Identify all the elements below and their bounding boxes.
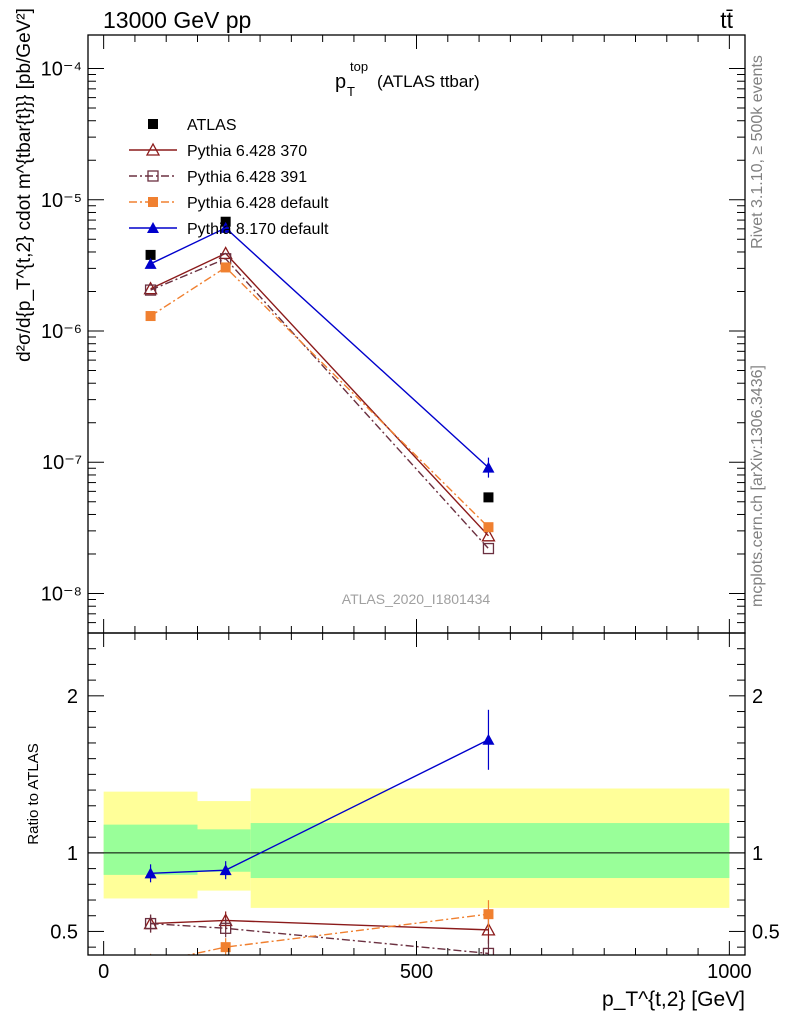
ratio-series-1 (143, 911, 496, 944)
ratio-series-2 (144, 914, 495, 955)
analysis-id: ATLAS_2020_I1801434 (342, 591, 491, 607)
legend-marker (147, 170, 159, 182)
x-tick-label: 500 (400, 961, 433, 983)
legend-entry: Pythia 6.428 370 (129, 142, 307, 160)
ratio-point (144, 867, 157, 879)
legend-marker (145, 142, 161, 156)
x-tick-label: 1000 (707, 961, 752, 983)
legend-label: Pythia 6.428 default (187, 195, 329, 212)
process-label: tt̄ (720, 7, 733, 33)
series-line (150, 266, 489, 528)
data-point (145, 249, 156, 260)
ratio-series-4 (144, 709, 495, 883)
ratio-band-inner (250, 823, 730, 879)
legend-label: Pythia 6.428 370 (187, 143, 307, 160)
y-tick-label: 10⁻⁵ (41, 190, 82, 212)
rivet-label: Rivet 3.1.10, ≥ 500k events (749, 55, 766, 249)
chart-title: p T top (ATLAS ttbar) (335, 59, 480, 99)
ratio-point (482, 733, 495, 745)
y-tick-label: 10⁻⁸ (41, 583, 82, 605)
legend-marker (148, 119, 158, 129)
series-2 (144, 253, 495, 555)
legend-label: Pythia 8.170 default (187, 221, 329, 238)
ratio-tick-label-left: 2 (67, 686, 78, 708)
ratio-line (150, 919, 489, 931)
legend-label: ATLAS (187, 117, 237, 134)
legend-label: Pythia 6.428 391 (187, 169, 307, 186)
data-point (483, 522, 494, 533)
ratio-tick-label-left: 1 (67, 843, 78, 865)
ratio-point (483, 909, 494, 920)
y-tick-label: 10⁻⁴ (41, 59, 82, 81)
data-point (483, 492, 494, 503)
y-tick-label: 10⁻⁶ (41, 321, 82, 343)
data-point (482, 461, 495, 473)
data-point (482, 542, 495, 555)
source-label: mcplots.cern.ch [arXiv:1306.3436] (749, 365, 766, 607)
y-tick-label: 10⁻⁷ (42, 452, 82, 474)
series-line (150, 252, 489, 537)
x-tick-label: 0 (98, 961, 109, 983)
data-point (144, 284, 157, 296)
series-0 (145, 216, 494, 503)
data-point (220, 216, 231, 227)
legend-marker (148, 197, 158, 207)
legend-marker (147, 222, 159, 233)
data-point (220, 262, 231, 273)
legend-entry: Pythia 6.428 default (129, 195, 329, 212)
title-sup: top (350, 59, 368, 74)
series-3 (145, 262, 494, 533)
ratio-point (146, 958, 156, 968)
data-point (145, 311, 156, 322)
ratio-tick-label-right: 1 (752, 843, 763, 865)
y-axis-label: d²σ/d{p_T^{t,2} cdot m^{tbar{t}}} [pb/Ge… (14, 8, 35, 362)
ratio-point (220, 942, 231, 953)
ratio-series-group (143, 709, 496, 968)
title-sub: T (347, 84, 355, 99)
ratio-point (482, 947, 495, 955)
series-line (150, 257, 489, 550)
ratio-point (144, 917, 157, 930)
series-4 (144, 221, 495, 478)
ratio-point (220, 922, 232, 934)
ratio-point (481, 922, 496, 936)
legend-entry: Pythia 6.428 391 (129, 169, 307, 186)
title-rest: (ATLAS ttbar) (377, 72, 480, 91)
data-point (481, 528, 496, 542)
ratio-tick-label-left: 0.5 (50, 921, 78, 943)
legend-entry: ATLAS (148, 117, 237, 134)
energy-label: 13000 GeV pp (103, 7, 251, 33)
ratio-point (219, 864, 232, 876)
ratio-series-3 (146, 900, 494, 968)
ratio-y-axis-label: Ratio to ATLAS (25, 743, 42, 844)
series-line (150, 227, 489, 469)
ratio-tick-label-right: 2 (752, 686, 763, 708)
data-point (219, 221, 232, 233)
title-main: p (335, 71, 346, 93)
ratio-tick-label-right: 0.5 (752, 921, 780, 943)
x-axis-label: p_T^{t,2} [GeV] (602, 988, 745, 1011)
legend-entry: Pythia 8.170 default (129, 221, 329, 238)
data-point (144, 257, 157, 269)
ratio-band-inner (197, 829, 251, 872)
